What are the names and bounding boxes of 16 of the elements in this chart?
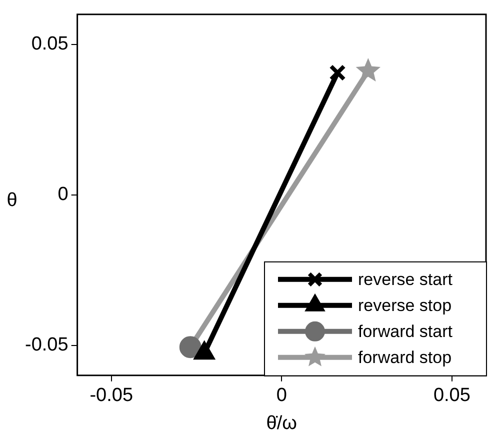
x-tick-label: 0 [276,385,287,406]
point [194,342,214,360]
legend-label: forward start [358,322,453,342]
point [329,64,346,82]
legend-label: reverse stop [358,296,452,316]
x-tick-label: 0.05 [433,385,470,406]
y-tick-label: 0 [58,184,68,206]
x-axis-title: θ̇/ω [266,412,298,434]
legend-label: forward stop [358,348,452,368]
point [356,58,381,82]
point [179,336,202,358]
x-tick-label: -0.05 [90,385,134,406]
y-tick-label: 0.05 [31,34,68,55]
y-axis-title: θ [6,190,18,212]
y-tick-label: -0.05 [24,334,68,356]
legend-label: reverse start [358,270,453,290]
